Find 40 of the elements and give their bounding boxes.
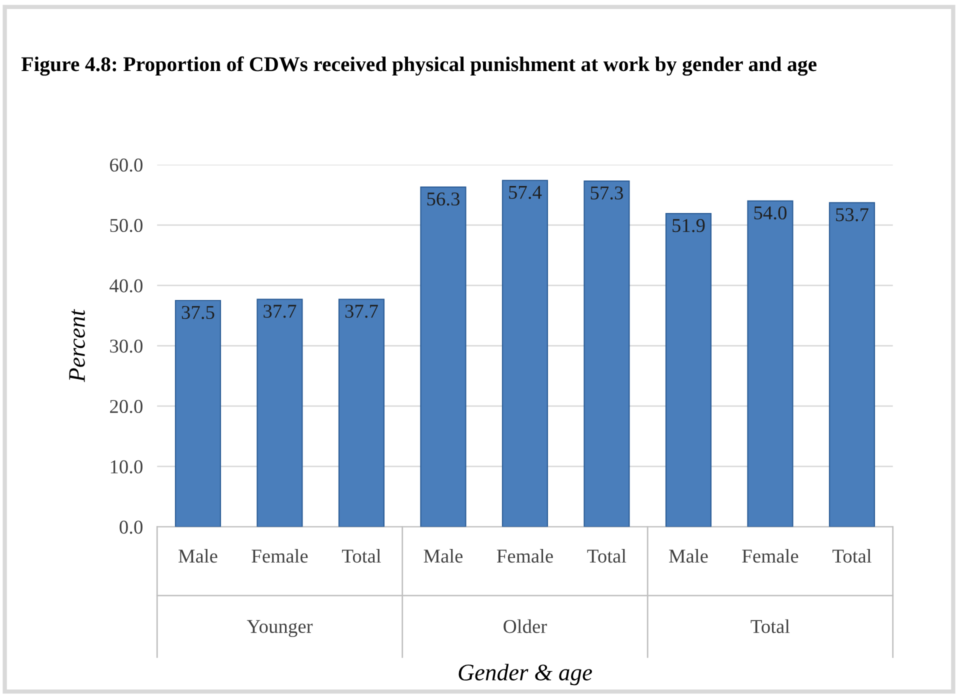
y-tick-label: 30.0	[110, 340, 142, 353]
data-label: 56.3	[427, 192, 460, 206]
bar	[828, 202, 876, 527]
x-tick-label: Male	[178, 549, 218, 563]
x-axis-title: Gender & age	[458, 664, 592, 686]
x-tick-label: Female	[742, 549, 798, 563]
data-label: 54.0	[754, 206, 787, 220]
x-tick-label: Female	[496, 549, 553, 563]
bar	[174, 300, 222, 527]
y-tick-label: 50.0	[110, 218, 142, 232]
data-label: 57.4	[509, 186, 542, 200]
bar	[420, 186, 466, 527]
y-tick-label: 0.0	[120, 520, 142, 534]
x-tick-label: Total	[832, 549, 872, 563]
y-tick-label: 40.0	[110, 279, 142, 292]
text: Older	[504, 619, 547, 634]
y-axis-title: Percent	[69, 309, 85, 382]
text: Younger	[246, 620, 313, 638]
data-label: 51.9	[672, 219, 705, 232]
data-label: 57.3	[590, 186, 623, 200]
bar	[256, 298, 303, 527]
bar	[665, 213, 712, 527]
y-tick-label: 20.0	[110, 400, 142, 414]
bar	[584, 180, 630, 527]
x-tick-label: Total	[342, 549, 381, 563]
bar	[338, 298, 385, 527]
data-label: 37.7	[345, 304, 378, 318]
y-tick-label: 60.0	[110, 158, 142, 172]
x-tick-label: Male	[669, 549, 708, 563]
x-tick-label: Total	[587, 549, 626, 563]
y-tick-label: 10.0	[110, 460, 142, 474]
data-label: 37.5	[182, 306, 214, 320]
bar	[747, 200, 794, 527]
text: Total	[750, 619, 790, 634]
bar	[502, 180, 548, 527]
data-label: 53.7	[836, 208, 868, 222]
data-label: 37.7	[264, 304, 296, 318]
x-tick-label: Female	[252, 549, 308, 563]
x-tick-label: Male	[424, 549, 463, 563]
chart-title: Figure 4.8: Proportion of CDWs received physical punishment at work by gender and age	[21, 56, 817, 76]
